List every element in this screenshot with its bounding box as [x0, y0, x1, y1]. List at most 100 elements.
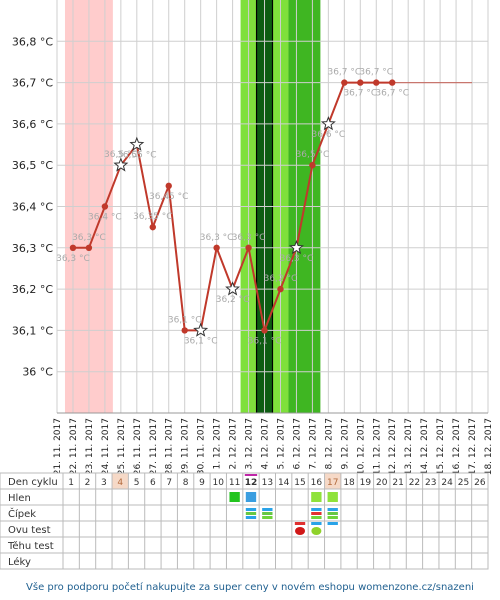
data-point — [101, 203, 109, 210]
table-day-number: 17 — [327, 478, 338, 488]
y-tick-label: 36,5 °C — [12, 159, 53, 172]
table-day-number: 8 — [183, 478, 189, 488]
table-day-number: 26 — [474, 478, 486, 488]
x-tick-label: 10. 12. 2017 — [356, 418, 366, 475]
table-day-number: 21 — [392, 478, 403, 488]
cervix-icon — [311, 508, 322, 511]
data-point — [341, 79, 348, 86]
y-axis-ticks: 36 °C 36,1 °C 36,2 °C 36,3 °C 36,4 °C 36,5 °C… — [12, 35, 53, 378]
data-point — [181, 327, 188, 334]
data-point-star — [320, 116, 336, 131]
y-tick-label: 36,6 °C — [12, 118, 53, 131]
table-day-number: 13 — [262, 478, 273, 488]
x-tick-label: 12. 12. 2017 — [388, 418, 398, 475]
ovulation-test-positive-icon — [311, 527, 322, 535]
cervix-icon — [262, 508, 273, 511]
cervix-icon — [245, 516, 257, 519]
cervix-icon — [327, 508, 338, 511]
ovulation-test-negative-icon — [295, 527, 306, 535]
x-tick-label: 23. 11. 2017 — [85, 418, 95, 475]
table-day-number: 12 — [245, 478, 258, 488]
table-day-number: 14 — [278, 478, 290, 488]
x-tick-label: 8. 12. 2017 — [324, 418, 334, 470]
table-row-label: Čípek — [8, 507, 36, 520]
data-point-label: 36,35 °C — [133, 212, 172, 222]
data-point-star — [193, 322, 209, 337]
data-point — [357, 79, 364, 86]
data-point — [389, 79, 396, 86]
table-day-number: 3 — [101, 478, 107, 488]
x-tick-label: 24. 11. 2017 — [101, 418, 111, 475]
table-row-label: Hlen — [8, 493, 31, 504]
data-point-label: 36,45 °C — [149, 192, 188, 202]
table-day-number: 1 — [68, 478, 74, 488]
x-tick-label: 22. 11. 2017 — [69, 418, 79, 475]
table-row-label: Těhu test — [7, 540, 54, 552]
data-point-label: 36,7 °C — [359, 68, 393, 78]
x-tick-label: 9. 12. 2017 — [340, 418, 350, 470]
x-tick-label: 21. 11. 2017 — [53, 418, 63, 475]
data-point-label: 36,3 °C — [200, 233, 234, 243]
grid-lines — [56, 0, 489, 414]
x-tick-label: 25. 11. 2017 — [117, 418, 127, 475]
x-tick-label: 7. 12. 2017 — [308, 418, 318, 470]
table-day-number: 4 — [117, 478, 123, 488]
data-point-label: 36,1 °C — [168, 315, 202, 325]
cervix-icon — [262, 516, 273, 519]
x-tick-label: 4. 12. 2017 — [261, 418, 271, 470]
footer-promo-link[interactable]: Vše pro podporu početí nakupujte za supe… — [26, 582, 474, 593]
data-point-label: 36,1 °C — [184, 336, 218, 346]
data-point-label: 36,3 °C — [56, 254, 90, 264]
data-point-star — [129, 136, 145, 151]
temperature-series — [69, 79, 473, 337]
x-tick-label: 1. 12. 2017 — [213, 418, 223, 470]
table-day-number: 20 — [376, 478, 388, 488]
data-point-label: 36,7 °C — [343, 89, 377, 99]
table-row-label: Ovu test — [8, 525, 51, 536]
x-tick-label: 15. 12. 2017 — [436, 418, 446, 475]
data-point-label: 36,7 °C — [375, 89, 409, 99]
data-point — [245, 244, 252, 251]
data-point — [309, 162, 316, 169]
point-labels: 36,3 °C36,3 °C36,4 °C36,5 °C36,55 °C36,3… — [56, 68, 409, 347]
table-day-number: 23 — [425, 478, 436, 488]
table-row-label: Den cyklu — [8, 477, 58, 488]
table-day-number: 24 — [441, 478, 453, 488]
data-point-label: 36,7 °C — [327, 68, 361, 78]
y-tick-label: 36,1 °C — [12, 324, 53, 337]
y-tick-label: 36,7 °C — [12, 77, 53, 90]
data-point-label: 36,2 °C — [264, 274, 298, 284]
highlight-day-cell — [112, 473, 129, 489]
data-point-star — [113, 157, 129, 172]
table-day-number: 10 — [213, 478, 225, 488]
table-day-number: 11 — [229, 478, 240, 488]
table-day-number: 15 — [294, 478, 305, 488]
cervix-icon — [311, 512, 322, 515]
highlight-day-cell — [324, 473, 341, 489]
data-point-label: 36,4 °C — [88, 213, 122, 223]
x-tick-label: 17. 12. 2017 — [468, 418, 478, 475]
data-point — [85, 244, 93, 251]
x-tick-label: 2. 12. 2017 — [229, 418, 239, 470]
temperature-chart: 36 °C 36,1 °C 36,2 °C 36,3 °C 36,4 °C 36,5 °C… — [0, 0, 494, 570]
x-tick-label: 16. 12. 2017 — [452, 418, 462, 475]
y-tick-label: 36,3 °C — [12, 242, 53, 255]
x-tick-label: 3. 12. 2017 — [245, 418, 255, 470]
data-point-star — [288, 239, 304, 255]
table-day-number: 9 — [199, 478, 205, 488]
data-point-star — [225, 281, 241, 296]
x-tick-label: 29. 11. 2017 — [181, 418, 191, 475]
x-tick-label: 30. 11. 2017 — [197, 418, 207, 475]
y-tick-label: 36 °C — [22, 366, 53, 379]
x-tick-label: 26. 11. 2017 — [133, 418, 143, 475]
ovulation-test-mark — [311, 522, 322, 525]
cervix-icon — [311, 516, 322, 519]
table-day-number: 6 — [150, 478, 156, 488]
ovulation-test-mark — [327, 522, 338, 525]
x-tick-label: 14. 12. 2017 — [420, 418, 430, 475]
x-tick-label: 27. 11. 2017 — [149, 418, 159, 475]
data-point-label: 36,3 °C — [232, 233, 266, 243]
table-day-number: 18 — [343, 478, 355, 488]
cervix-icon — [245, 512, 257, 515]
